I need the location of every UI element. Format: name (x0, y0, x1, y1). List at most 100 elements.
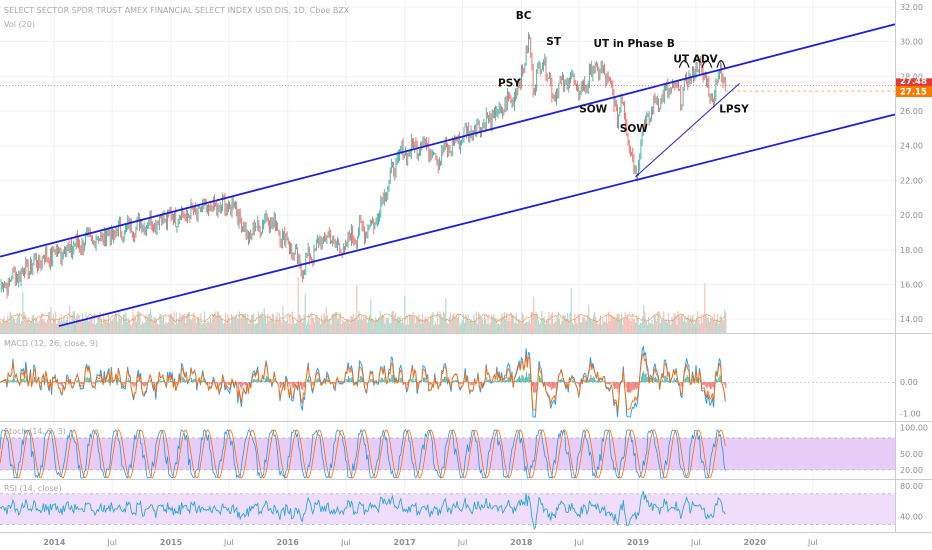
volume-bar (93, 313, 95, 333)
macd-signal-line (0, 352, 726, 412)
macd-hist (134, 382, 136, 386)
stoch-tick: 50.00 (900, 450, 923, 459)
macd-hist (303, 382, 305, 387)
volume-bar (486, 323, 488, 333)
volume-bar (549, 323, 551, 333)
volume-bar (597, 324, 599, 333)
volume-bar (201, 324, 203, 333)
macd-hist (432, 382, 434, 383)
volume-bar (154, 317, 156, 333)
macd-hist (601, 381, 603, 383)
volume-bar (120, 315, 122, 333)
macd-hist (472, 382, 474, 385)
volume-bar (308, 314, 310, 333)
last-price-badge (896, 78, 932, 87)
volume-bar (649, 322, 651, 333)
macd-hist (676, 378, 678, 383)
macd-hist (495, 381, 497, 383)
volume-bar (653, 315, 655, 333)
volume-bar (598, 322, 600, 333)
volume-bar (255, 323, 257, 333)
volume-bar (533, 296, 535, 333)
macd-hist (106, 380, 108, 383)
macd-hist (425, 378, 427, 383)
volume-bar (386, 317, 388, 333)
volume-bar (632, 319, 634, 333)
volume-bar (357, 319, 359, 333)
volume-bar (387, 318, 390, 333)
volume-bar (524, 322, 527, 333)
volume-bar (199, 321, 201, 333)
volume-bar (526, 321, 528, 333)
volume-bar (235, 315, 237, 333)
volume-bar (393, 315, 395, 333)
volume-bar (310, 312, 312, 333)
macd-hist (521, 374, 523, 383)
volume-bar (676, 324, 678, 333)
volume-bar (80, 321, 83, 333)
price-pane (0, 23, 896, 327)
volume-bar (228, 318, 230, 333)
macd-hist (442, 379, 444, 383)
volume-bar (519, 318, 521, 333)
macd-hist (718, 377, 720, 383)
volume-bar (686, 317, 688, 333)
macd-hist (599, 381, 601, 383)
macd-hist (309, 380, 311, 383)
volume-bar (172, 318, 174, 333)
time-tick: 2017 (394, 538, 416, 547)
time-tick: Jul (340, 538, 351, 547)
volume-bar (302, 322, 304, 333)
volume-bar (383, 316, 385, 333)
volume-bar (124, 314, 126, 333)
macd-hist (392, 375, 394, 383)
macd-hist (215, 382, 217, 384)
volume-bar (277, 321, 279, 333)
macd-hist (153, 382, 155, 385)
volume-bar (216, 311, 218, 333)
macd-hist (111, 377, 113, 383)
volume-bar (76, 315, 78, 333)
volume-bar (106, 321, 108, 333)
volume-bar (147, 314, 149, 333)
macd-hist (99, 380, 101, 383)
volume-bar (557, 312, 559, 333)
volume-bar (227, 314, 229, 333)
volume-bar (458, 314, 460, 333)
macd-hist (583, 380, 585, 383)
volume-bar (275, 316, 277, 333)
macd-hist (589, 377, 591, 383)
volume-bar (650, 323, 652, 333)
macd-hist (703, 382, 705, 385)
volume-bar (659, 323, 661, 333)
rsi-tick: 40.00 (900, 513, 923, 522)
volume-bar (178, 317, 180, 333)
volume-bar (398, 317, 400, 333)
wyckoff-annotations: BC ST PSY SOW UT in Phase B SOW UT ADV LPSY (498, 10, 749, 135)
macd-hist (185, 380, 187, 383)
volume-bar (646, 324, 648, 333)
macd-hist (603, 380, 605, 383)
volume-bar (610, 313, 612, 333)
volume-bar (595, 316, 597, 333)
volume-bar (445, 298, 447, 333)
volume-bar (262, 317, 264, 333)
volume-bar (103, 312, 105, 333)
macd-hist (262, 380, 264, 383)
volume-bar (471, 319, 473, 333)
volume-bar (104, 319, 106, 333)
macd-hist (403, 382, 405, 383)
volume-bar (139, 313, 141, 333)
volume-bar (317, 320, 319, 333)
volume-bar (5, 320, 8, 333)
volume-bar (311, 316, 313, 333)
macd-hist (591, 377, 593, 383)
macd-hist (707, 382, 709, 386)
macd-hist (514, 381, 516, 383)
volume-bar (616, 314, 618, 333)
volume-bar (605, 315, 607, 333)
volume-bar (273, 314, 275, 333)
macd-hist (548, 382, 550, 387)
volume-bar (217, 311, 220, 333)
